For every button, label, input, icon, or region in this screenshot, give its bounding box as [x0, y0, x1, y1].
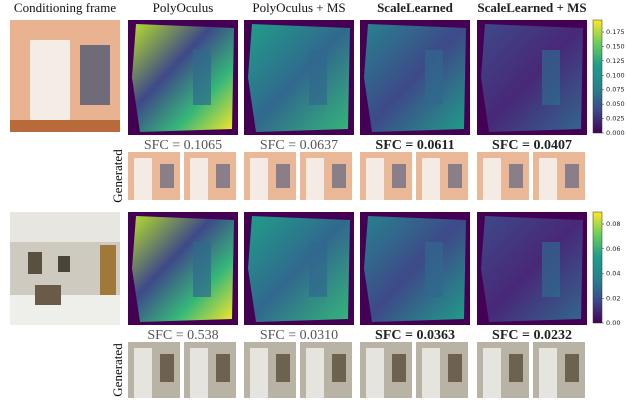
generated-detail [160, 164, 174, 188]
colorbar [592, 211, 603, 324]
map-window [425, 242, 443, 297]
map-window [542, 242, 560, 297]
generated-detail [509, 354, 523, 382]
generated-detail [448, 164, 462, 188]
sfc-score: SFC = 0.0407 [492, 138, 572, 153]
colorbar-tick-label: 0.050 [606, 100, 625, 108]
colorbar-tick-label: 0.025 [606, 115, 625, 123]
map-window [542, 50, 560, 105]
colorbar-tick-label: 0.08 [606, 220, 620, 228]
sfc-score: SFC = 0.0310 [260, 328, 338, 343]
map-window [425, 50, 443, 105]
sfc-score: SFC = 0.0363 [375, 328, 455, 343]
generated-detail [539, 158, 557, 200]
generated-detail [448, 354, 462, 382]
colorbar-tick-label: 0.000 [606, 129, 625, 137]
generated-detail [565, 354, 579, 382]
generated-detail [392, 164, 406, 188]
map-window [309, 50, 327, 105]
map-region [364, 24, 466, 132]
generated-detail [306, 348, 324, 398]
generated-detail [565, 164, 579, 188]
map-region [248, 216, 350, 322]
map-region [248, 24, 350, 132]
colorbar-tick-label: 0.075 [606, 86, 625, 94]
colorbar-tick-label: 0.06 [606, 245, 620, 253]
generated-detail [250, 348, 268, 398]
map-region [132, 216, 234, 322]
generated-detail [306, 158, 324, 200]
map-window [193, 242, 211, 297]
sfc-score: SFC = 0.538 [147, 328, 218, 343]
generated-detail [422, 158, 440, 200]
generated-detail [392, 354, 406, 382]
colorbar-tick-label: 0.02 [606, 294, 620, 302]
conditioning-header: Conditioning frame [14, 0, 116, 15]
sfc-score: SFC = 0.0611 [375, 138, 454, 153]
generated-detail [366, 158, 384, 200]
generated-detail [483, 158, 501, 200]
generated-detail [190, 348, 208, 398]
sfc-score: SFC = 0.0637 [260, 138, 338, 153]
generated-detail [539, 348, 557, 398]
colorbar-tick-label: 0.00 [606, 319, 620, 327]
column-header: ScaleLearned + MS [477, 0, 586, 15]
column-header: ScaleLearned [377, 0, 454, 15]
generated-detail [366, 348, 384, 398]
colorbar-tick-label: 0.04 [606, 270, 620, 278]
generated-detail [250, 158, 268, 200]
colorbar [592, 19, 603, 134]
generated-detail [216, 164, 230, 188]
map-region [132, 24, 234, 132]
map-region [364, 216, 466, 322]
map-window [309, 242, 327, 297]
colorbar-tick-label: 0.175 [606, 28, 625, 36]
colorbar-tick-label: 0.125 [606, 57, 625, 65]
colorbar-tick-label: 0.100 [606, 71, 625, 79]
generated-detail [509, 164, 523, 188]
generated-label: Generated [110, 149, 125, 203]
generated-detail [276, 354, 290, 382]
generated-detail [332, 164, 346, 188]
sfc-score: SFC = 0.0232 [492, 328, 572, 343]
generated-detail [134, 158, 152, 200]
generated-detail [483, 348, 501, 398]
map-region [481, 24, 583, 132]
generated-detail [134, 348, 152, 398]
generated-detail [422, 348, 440, 398]
generated-detail [160, 354, 174, 382]
generated-label: Generated [110, 343, 125, 397]
generated-detail [216, 354, 230, 382]
generated-detail [332, 354, 346, 382]
map-region [481, 216, 583, 322]
generated-detail [276, 164, 290, 188]
sfc-score: SFC = 0.1065 [144, 138, 222, 153]
column-header: PolyOculus [153, 0, 214, 15]
colorbar-tick-label: 0.150 [606, 42, 625, 50]
column-header: PolyOculus + MS [252, 0, 345, 15]
generated-detail [190, 158, 208, 200]
map-window [193, 50, 211, 105]
